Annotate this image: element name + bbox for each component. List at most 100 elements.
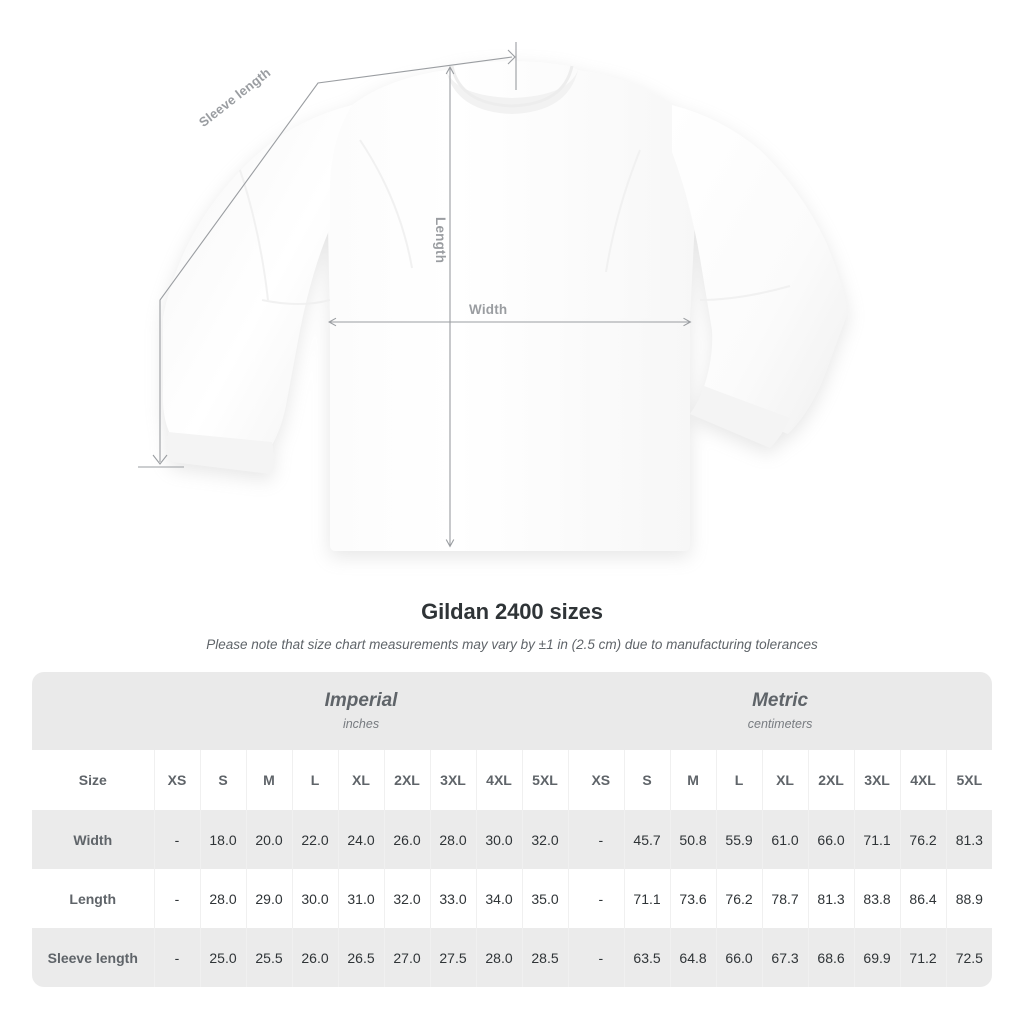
cell-metric-m-length: 73.6 [670,869,717,928]
sleeve-length-line [159,56,513,462]
cell-metric-l-length: 76.2 [716,869,763,928]
size-header-imperial-l: L [292,750,339,810]
cell-imperial-m-width: 20.0 [246,810,293,869]
cell-imperial-s-width: 18.0 [200,810,247,869]
size-header-metric-xl: XL [762,750,809,810]
garment-illustration: Sleeve length Length Width [138,42,848,551]
cell-imperial-xl-length: 31.0 [338,869,385,928]
cell-imperial-4xl-length: 34.0 [476,869,523,928]
size-header-row: Size XS S M L XL 2XL 3XL 4XL 5XL XS S M L XL 2XL 3XL 4XL 5… [32,750,993,810]
unit-subtitle: inches [342,717,380,731]
unit-block-divider [568,750,579,810]
cell-metric-m-sleeve-length: 64.8 [670,928,717,987]
long-sleeve-tshirt-figure [138,42,848,551]
length-annotation-label: Length [433,217,448,264]
cell-imperial-5xl-width: 32.0 [522,810,569,869]
cell-imperial-3xl-sleeve-length: 27.5 [430,928,477,987]
cell-imperial-2xl-length: 32.0 [384,869,431,928]
table-row: Length -28.0 29.0 30.0 31.0 32.0 33.0 34.0 35.0-… [32,869,993,928]
row-label-sleeve-length: Sleeve length [32,928,155,987]
cell-metric-3xl-sleeve-length: 69.9 [854,928,901,987]
cell-metric-xs-sleeve-length: - [578,928,625,987]
size-header-imperial-xl: XL [338,750,385,810]
unit-row-spacer [32,672,154,750]
unit-header-row: Imperial inches Metric centimeters [32,672,993,750]
cell-metric-5xl-length: 88.9 [946,869,993,928]
fabric-fold-lines [239,139,791,305]
cell-imperial-xs-sleeve-length: - [154,928,201,987]
cell-metric-2xl-sleeve-length: 68.6 [808,928,855,987]
size-header-metric-s: S [624,750,671,810]
cell-imperial-xl-sleeve-length: 26.5 [338,928,385,987]
size-header-imperial-s: S [200,750,247,810]
cell-imperial-l-length: 30.0 [292,869,339,928]
table-row: Sleeve length -25.0 25.5 26.0 26.5 27.0 27.5 28… [32,928,993,987]
cell-metric-4xl-width: 76.2 [900,810,947,869]
table-row: Width -18.0 20.0 22.0 24.0 26.0 28.0 30.0 32.0-4… [32,810,993,869]
size-header-metric-xs: XS [578,750,625,810]
size-header-imperial-5xl: 5XL [522,750,569,810]
unit-block-divider [568,869,579,928]
cell-imperial-3xl-width: 28.0 [430,810,477,869]
cell-imperial-3xl-length: 33.0 [430,869,477,928]
cell-metric-l-width: 55.9 [716,810,763,869]
size-chart-table: Imperial inches Metric centimeters Size XS S M L… [32,672,993,987]
cell-imperial-l-width: 22.0 [292,810,339,869]
cell-metric-xl-length: 78.7 [762,869,809,928]
cell-metric-xl-sleeve-length: 67.3 [762,928,809,987]
unit-header-metric: Metric centimeters [568,672,993,750]
cell-imperial-2xl-sleeve-length: 27.0 [384,928,431,987]
cell-metric-3xl-length: 83.8 [854,869,901,928]
size-chart-table-container: Imperial inches Metric centimeters Size XS S M L… [32,672,993,987]
size-header-metric-2xl: 2XL [808,750,855,810]
row-label-width: Width [32,810,155,869]
cell-metric-s-width: 45.7 [624,810,671,869]
cell-imperial-m-sleeve-length: 25.5 [246,928,293,987]
cell-imperial-4xl-sleeve-length: 28.0 [476,928,523,987]
width-annotation-label: Width [469,302,508,317]
unit-subtitle: centimeters [747,717,813,731]
cell-imperial-s-length: 28.0 [200,869,247,928]
measurement-lines [138,42,690,546]
cell-imperial-5xl-sleeve-length: 28.5 [522,928,569,987]
cell-imperial-m-length: 29.0 [246,869,293,928]
size-header-imperial-2xl: 2XL [384,750,431,810]
unit-block-divider [568,810,579,869]
size-header-metric-l: L [716,750,763,810]
page-title: Gildan 2400 sizes [421,599,603,624]
size-header-label: Size [32,750,155,810]
cell-imperial-l-sleeve-length: 26.0 [292,928,339,987]
cell-metric-2xl-width: 66.0 [808,810,855,869]
cell-metric-m-width: 50.8 [670,810,717,869]
size-header-metric-3xl: 3XL [854,750,901,810]
cell-metric-2xl-length: 81.3 [808,869,855,928]
cell-metric-xs-width: - [578,810,625,869]
tolerance-note: Please note that size chart measurements… [206,637,818,652]
size-header-imperial-m: M [246,750,293,810]
size-header-metric-4xl: 4XL [900,750,947,810]
cell-imperial-4xl-width: 30.0 [476,810,523,869]
cell-metric-5xl-sleeve-length: 72.5 [946,928,993,987]
row-label-length: Length [32,869,155,928]
cell-metric-4xl-sleeve-length: 71.2 [900,928,947,987]
cell-metric-xl-width: 61.0 [762,810,809,869]
garment-shape [162,61,848,551]
cell-metric-l-sleeve-length: 66.0 [716,928,763,987]
cell-imperial-2xl-width: 26.0 [384,810,431,869]
size-header-metric-m: M [670,750,717,810]
chart-header: Gildan 2400 sizes Please note that size … [0,598,1024,654]
unit-block-divider [568,928,579,987]
cell-imperial-5xl-length: 35.0 [522,869,569,928]
unit-name: Imperial [324,690,398,711]
cell-imperial-xl-width: 24.0 [338,810,385,869]
cell-imperial-xs-length: - [154,869,201,928]
cell-metric-3xl-width: 71.1 [854,810,901,869]
cell-metric-s-length: 71.1 [624,869,671,928]
cell-metric-xs-length: - [578,869,625,928]
cell-metric-4xl-length: 86.4 [900,869,947,928]
cell-metric-s-sleeve-length: 63.5 [624,928,671,987]
unit-header-imperial: Imperial inches [154,672,569,750]
unit-name: Metric [752,690,809,711]
size-header-metric-5xl: 5XL [946,750,993,810]
cell-imperial-s-sleeve-length: 25.0 [200,928,247,987]
